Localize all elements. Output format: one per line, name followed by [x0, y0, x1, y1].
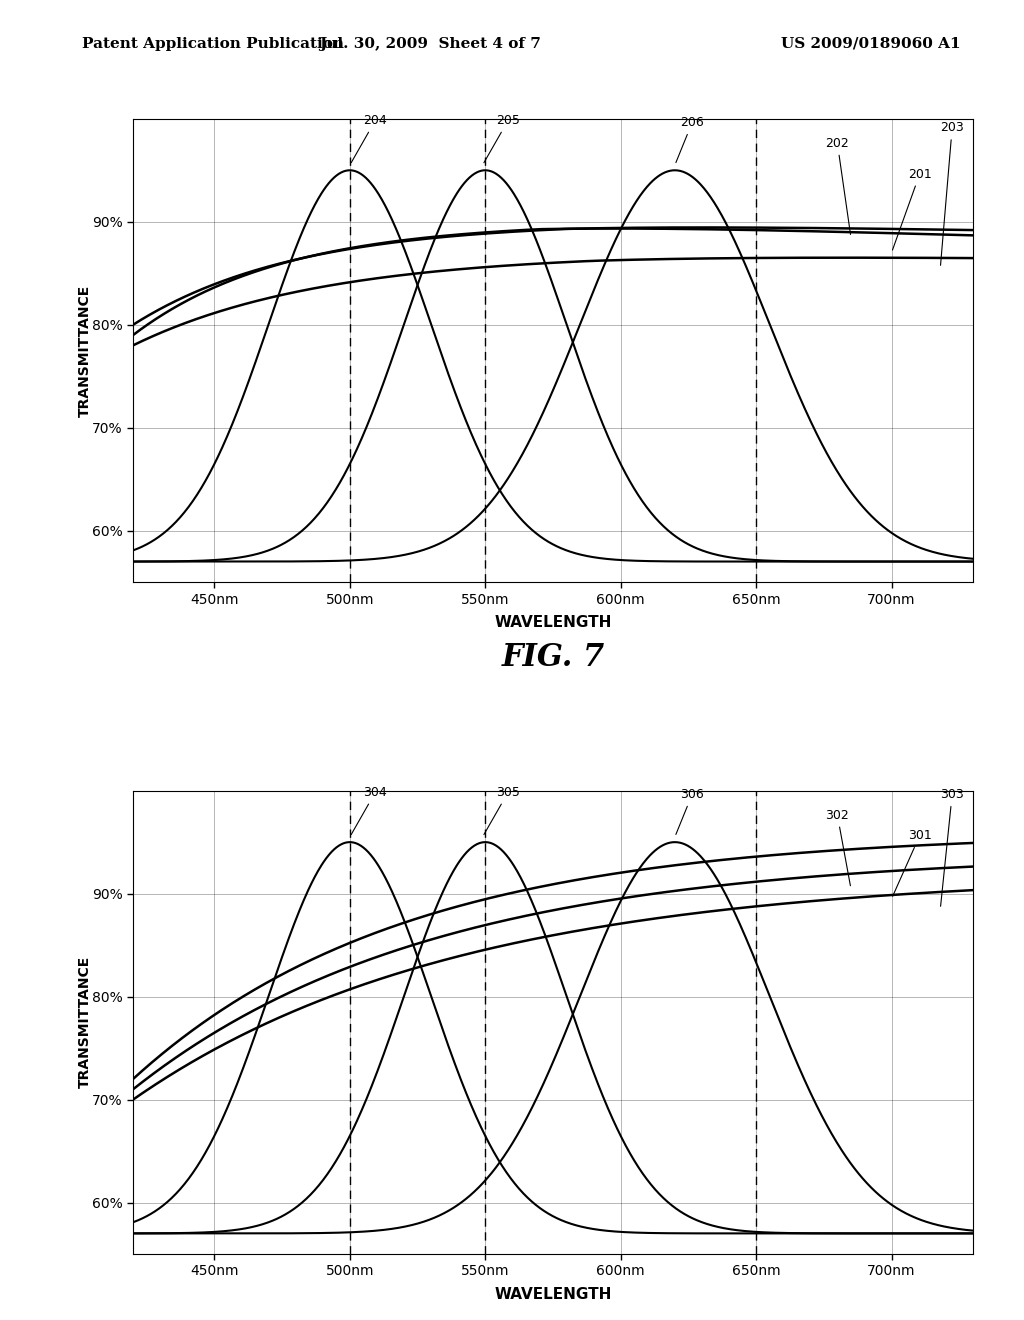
Text: 304: 304 — [351, 785, 387, 834]
Title: FIG. 7: FIG. 7 — [502, 642, 604, 673]
Text: 206: 206 — [676, 116, 705, 162]
Text: 201: 201 — [893, 168, 932, 249]
Y-axis label: TRANSMITTANCE: TRANSMITTANCE — [78, 284, 92, 417]
Text: 303: 303 — [940, 788, 964, 907]
Text: Patent Application Publication: Patent Application Publication — [82, 37, 344, 51]
Text: 205: 205 — [484, 114, 520, 162]
Text: 302: 302 — [825, 809, 850, 886]
Text: 204: 204 — [351, 114, 387, 162]
Text: 306: 306 — [676, 788, 705, 834]
Text: 301: 301 — [893, 829, 932, 896]
Text: 305: 305 — [484, 785, 520, 834]
X-axis label: WAVELENGTH: WAVELENGTH — [495, 615, 611, 630]
Text: US 2009/0189060 A1: US 2009/0189060 A1 — [780, 37, 961, 51]
Text: Jul. 30, 2009  Sheet 4 of 7: Jul. 30, 2009 Sheet 4 of 7 — [319, 37, 541, 51]
Y-axis label: TRANSMITTANCE: TRANSMITTANCE — [78, 956, 92, 1089]
Text: 203: 203 — [940, 121, 964, 265]
X-axis label: WAVELENGTH: WAVELENGTH — [495, 1287, 611, 1302]
Text: 202: 202 — [825, 137, 851, 235]
